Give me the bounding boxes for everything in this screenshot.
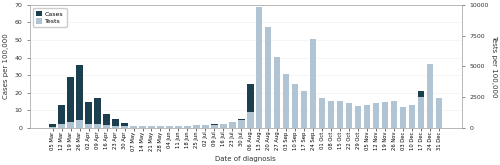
Bar	[140, 126, 145, 128]
Bar	[58, 124, 65, 128]
Bar	[130, 126, 136, 128]
Bar	[337, 101, 344, 128]
Bar	[310, 47, 316, 128]
Y-axis label: Cases per 100,000: Cases per 100,000	[3, 33, 9, 99]
Bar	[391, 116, 398, 128]
Bar	[418, 97, 424, 128]
Bar	[229, 123, 235, 128]
Bar	[122, 126, 128, 128]
Bar	[409, 105, 416, 128]
Bar	[409, 112, 416, 128]
Bar	[50, 124, 56, 128]
Bar	[328, 114, 334, 128]
Bar	[86, 101, 91, 128]
Bar	[50, 127, 56, 128]
Bar	[104, 125, 110, 128]
Bar	[274, 56, 280, 128]
Legend: Cases, Tests: Cases, Tests	[33, 8, 66, 27]
Bar	[86, 124, 91, 128]
Bar	[256, 8, 262, 128]
Bar	[94, 98, 100, 128]
Bar	[355, 106, 362, 128]
Bar	[229, 122, 235, 128]
Bar	[202, 126, 208, 128]
Bar	[94, 125, 100, 128]
Bar	[68, 122, 74, 128]
Bar	[346, 114, 352, 128]
Bar	[184, 126, 190, 128]
Bar	[319, 119, 326, 128]
Bar	[247, 84, 254, 128]
Bar	[382, 102, 388, 128]
Bar	[68, 77, 74, 128]
Bar	[220, 126, 226, 128]
Bar	[220, 124, 226, 128]
Bar	[310, 39, 316, 128]
Bar	[194, 125, 200, 128]
Bar	[58, 105, 65, 128]
Bar	[184, 126, 190, 128]
Bar	[130, 126, 136, 128]
Bar	[400, 107, 406, 128]
Bar	[301, 116, 308, 128]
Bar	[418, 91, 424, 128]
Bar	[328, 101, 334, 128]
Bar	[355, 117, 362, 128]
Bar	[212, 124, 218, 128]
Bar	[292, 107, 298, 128]
Bar	[436, 98, 442, 128]
Bar	[292, 84, 298, 128]
Bar	[112, 126, 118, 128]
Bar	[265, 80, 272, 128]
Bar	[158, 126, 164, 128]
Bar	[364, 119, 370, 128]
Bar	[212, 125, 218, 128]
Bar	[202, 125, 208, 128]
Bar	[373, 117, 380, 128]
Bar	[176, 126, 182, 128]
Bar	[238, 119, 244, 128]
Bar	[76, 65, 82, 128]
Bar	[346, 103, 352, 128]
Bar	[427, 64, 433, 128]
Bar	[364, 105, 370, 128]
Bar	[247, 112, 254, 128]
Bar	[391, 101, 398, 128]
Bar	[373, 103, 380, 128]
Bar	[166, 126, 172, 128]
Bar	[436, 103, 442, 128]
Bar	[265, 27, 272, 128]
Bar	[427, 72, 433, 128]
Bar	[382, 114, 388, 128]
Bar	[166, 126, 172, 128]
Bar	[104, 114, 110, 128]
Bar	[238, 120, 244, 128]
Bar	[301, 91, 308, 128]
Bar	[400, 121, 406, 128]
Bar	[337, 110, 344, 128]
Bar	[256, 7, 262, 128]
Bar	[148, 126, 154, 128]
X-axis label: Date of diagnosis: Date of diagnosis	[216, 156, 276, 162]
Bar	[274, 93, 280, 128]
Bar	[319, 98, 326, 128]
Bar	[283, 74, 290, 128]
Bar	[76, 120, 82, 128]
Bar	[122, 123, 128, 128]
Bar	[112, 119, 118, 128]
Bar	[158, 126, 164, 128]
Y-axis label: Tests per 100,000: Tests per 100,000	[491, 35, 497, 98]
Bar	[283, 101, 290, 128]
Bar	[140, 126, 145, 128]
